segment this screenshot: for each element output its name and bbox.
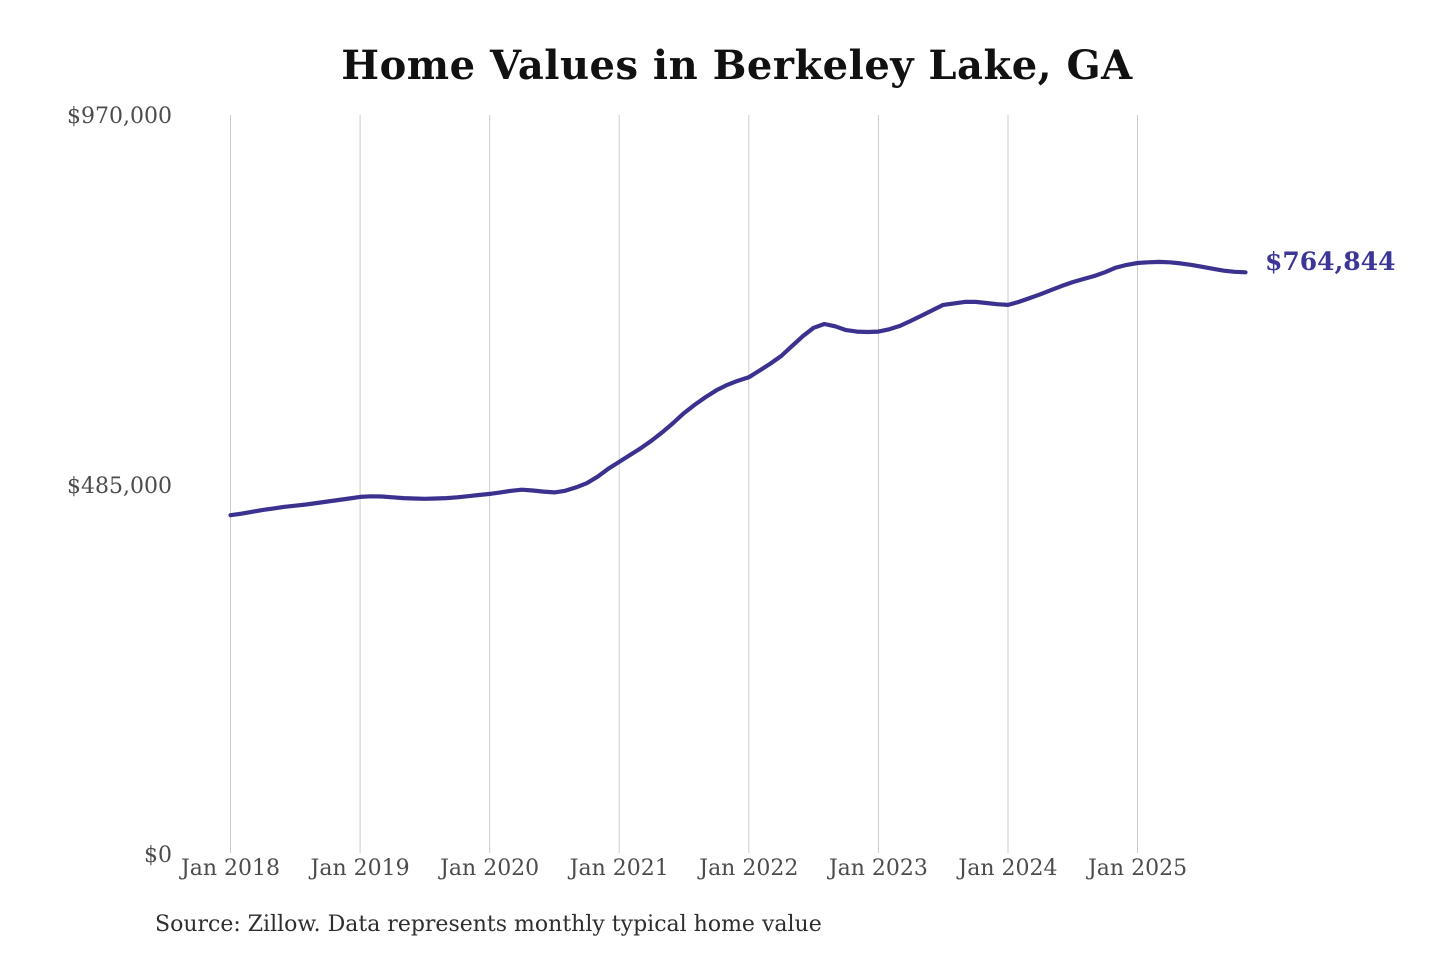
x-tick-label-jan-2023: Jan 2023	[828, 856, 928, 881]
y-tick-label: $970,000	[67, 104, 172, 129]
x-tick-label-jan-2025: Jan 2025	[1087, 856, 1188, 881]
x-tick-label-jan-2022: Jan 2022	[699, 856, 799, 881]
x-tick-label-jan-2020: Jan 2020	[440, 856, 540, 881]
y-tick-label: $485,000	[67, 473, 172, 499]
x-tick-label-jan-2019: Jan 2019	[310, 856, 410, 881]
source-note: Source: Zillow. Data represents monthly …	[155, 912, 822, 937]
x-tick-label-jan-2018: Jan 2018	[180, 856, 281, 881]
gridlines	[230, 115, 1138, 853]
x-tick-label-jan-2024: Jan 2024	[958, 856, 1058, 881]
home-value-line	[228, 259, 1248, 518]
current-value-label: $764,844	[1265, 246, 1396, 276]
x-tick-label-jan-2021: Jan 2021	[569, 856, 669, 881]
y-tick-label: $0	[144, 843, 172, 868]
chart-title: Home Values in Berkeley Lake, GA	[341, 42, 1133, 89]
